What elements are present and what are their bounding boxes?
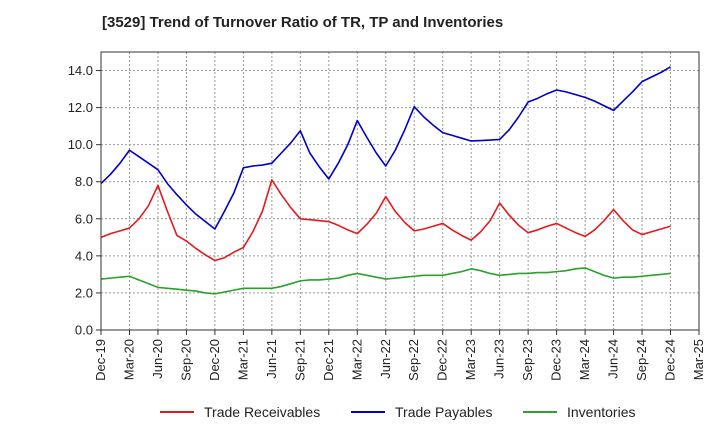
- series-lines: [100, 66, 671, 295]
- grid: [101, 52, 699, 331]
- legend-label: Trade Receivables: [204, 404, 321, 420]
- x-tick-label: Mar-22: [349, 339, 364, 380]
- legend-item-trade-receivables: Trade Receivables: [160, 404, 320, 420]
- x-tick-label: Dec-22: [435, 339, 450, 381]
- x-axis: Dec-19 Mar-20 Jun-20 Sep-20 Dec-20 Mar-21 Jun-…: [93, 330, 706, 381]
- x-tick-label: Dec-19: [93, 339, 108, 381]
- x-tick-label: Mar-24: [577, 339, 592, 380]
- legend-item-inventories: Inventories: [523, 404, 635, 420]
- series-line-trade-receivables: [100, 179, 671, 262]
- x-tick-label: Sep-23: [520, 339, 535, 381]
- legend: Trade Receivables Trade Payables Invento…: [0, 404, 720, 426]
- x-tick-label: Sep-22: [406, 339, 421, 381]
- x-tick-label: Jun-21: [264, 339, 279, 379]
- x-tick-label: Sep-21: [292, 339, 307, 381]
- x-tick-label: Mar-25: [691, 339, 706, 380]
- legend-label: Inventories: [567, 404, 636, 420]
- y-tick-label: 8.0: [75, 174, 93, 189]
- legend-label: Trade Payables: [395, 404, 493, 420]
- y-tick-label: 12.0: [68, 100, 93, 115]
- plot-area: [100, 51, 700, 331]
- x-tick-label: Dec-21: [321, 339, 336, 381]
- x-tick-label: Mar-23: [463, 339, 478, 380]
- chart-title: [3529] Trend of Turnover Ratio of TR, TP…: [102, 14, 504, 31]
- series-line-trade-payables: [100, 66, 671, 230]
- x-tick-label: Dec-24: [663, 339, 678, 381]
- legend-swatch-inventories: [523, 411, 557, 413]
- x-tick-label: Dec-23: [549, 339, 564, 381]
- series-line-inventories: [100, 267, 671, 295]
- legend-swatch-trade-payables: [351, 411, 385, 413]
- x-tick-label: Jun-24: [606, 339, 621, 379]
- y-axis: 0.0 2.0 4.0 6.0 8.0 10.0 12.0 14.0: [68, 63, 101, 338]
- legend-item-trade-payables: Trade Payables: [351, 404, 493, 420]
- x-tick-label: Sep-24: [634, 339, 649, 381]
- y-tick-label: 10.0: [68, 137, 93, 152]
- x-tick-label: Jun-23: [492, 339, 507, 379]
- x-tick-label: Jun-22: [378, 339, 393, 379]
- legend-swatch-trade-receivables: [160, 411, 194, 413]
- x-tick-label: Mar-21: [235, 339, 250, 380]
- x-tick-label: Mar-20: [121, 339, 136, 380]
- y-tick-label: 2.0: [75, 285, 93, 300]
- y-tick-label: 0.0: [75, 323, 93, 338]
- x-tick-label: Dec-20: [207, 339, 222, 381]
- y-tick-label: 6.0: [75, 211, 93, 226]
- x-tick-label: Jun-20: [150, 339, 165, 379]
- y-tick-label: 14.0: [68, 63, 93, 78]
- x-tick-label: Sep-20: [178, 339, 193, 381]
- y-tick-label: 4.0: [75, 248, 93, 263]
